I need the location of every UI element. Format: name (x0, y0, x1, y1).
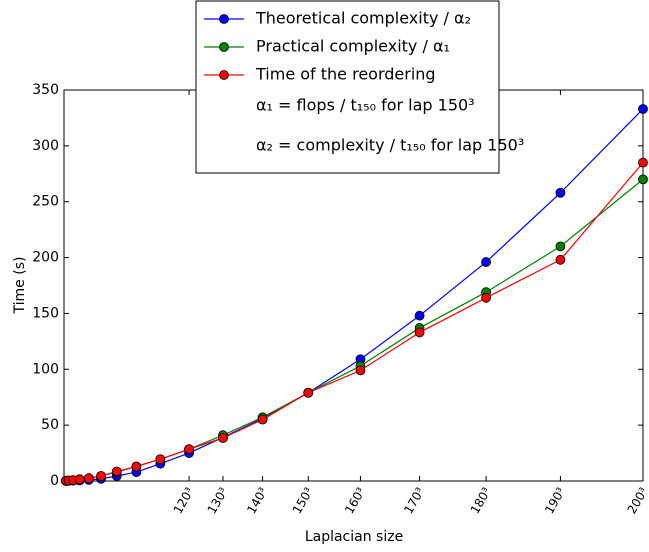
y-tick-label: 200 (32, 250, 59, 266)
y-tick-label: 0 (50, 473, 59, 489)
data-point (555, 254, 566, 265)
data-point (414, 310, 425, 321)
x-tick-label: 170³ (401, 485, 427, 516)
data-point (555, 187, 566, 198)
legend-box (195, 0, 500, 174)
x-tick-label: 140³ (244, 485, 270, 516)
data-point (155, 454, 166, 465)
legend-label: Practical complexity / α₁ (256, 37, 450, 56)
x-tick-label: 160³ (342, 485, 368, 516)
data-point (96, 471, 106, 481)
data-point (555, 241, 566, 252)
x-tick-label: 190³ (542, 485, 568, 516)
annotation: α₁ = flops / t₁₅₀ for lap 150³ (256, 96, 475, 115)
data-point (257, 414, 268, 425)
data-point (83, 473, 94, 484)
y-tick-label: 300 (32, 138, 59, 154)
legend: Theoretical complexity / α₂ Practical com… (195, 0, 524, 174)
data-point (74, 474, 85, 485)
data-point (481, 292, 491, 303)
data-point (184, 444, 194, 455)
y-axis-label: Time (s) (12, 257, 28, 315)
data-point (111, 466, 122, 477)
legend-marker (219, 14, 229, 24)
data-point (638, 104, 648, 114)
y-tick-label: 150 (32, 305, 59, 321)
x-tick-label: 120³ (171, 485, 197, 516)
data-point (638, 157, 648, 168)
x-tick-label: 150³ (290, 485, 316, 516)
data-point (414, 327, 425, 338)
data-point (355, 365, 366, 376)
y-tick-label: 100 (32, 361, 59, 377)
x-tick-label: 200³ (625, 485, 649, 516)
y-tick-label: 350 (32, 82, 59, 98)
annotation: α₂ = complexity / t₁₅₀ for lap 150³ (256, 136, 524, 155)
data-point (638, 174, 648, 185)
y-tick-label: 50 (41, 417, 59, 433)
series-line (65, 178, 644, 482)
legend-marker (219, 70, 229, 80)
legend-label: Time of the reordering (255, 65, 436, 84)
legend-label: Theoretical complexity / α₂ (255, 9, 471, 28)
y-tick-label: 250 (32, 194, 59, 210)
data-point (481, 257, 491, 267)
data-point (131, 461, 142, 472)
data-point (218, 433, 228, 443)
x-tick-label: 180³ (468, 485, 494, 516)
x-tick-label: 130³ (205, 485, 231, 516)
data-point (303, 387, 314, 398)
x-axis-label: Laplacian size (305, 529, 403, 545)
series-line (65, 162, 644, 482)
legend-marker (219, 42, 229, 52)
